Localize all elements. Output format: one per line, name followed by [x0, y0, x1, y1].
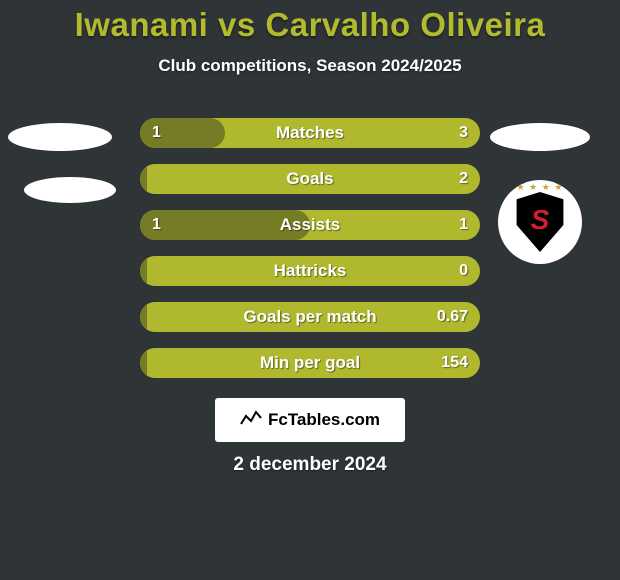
stat-bar: Hattricks0 [140, 256, 480, 286]
stat-value-right: 154 [441, 348, 468, 378]
stat-value-right: 0 [459, 256, 468, 286]
stat-value-right: 1 [459, 210, 468, 240]
team-ellipse [24, 177, 116, 203]
stat-value-right: 2 [459, 164, 468, 194]
stat-label: Matches [140, 118, 480, 148]
stat-label: Min per goal [140, 348, 480, 378]
stat-value-right: 3 [459, 118, 468, 148]
stat-value-right: 0.67 [437, 302, 468, 332]
stat-bar: Min per goal154 [140, 348, 480, 378]
source-badge: FcTables.com [215, 398, 405, 442]
stat-bar: Matches1 3 [140, 118, 480, 148]
team-ellipse [490, 123, 590, 151]
club-badge: ★ ★ ★ ★ ★ S [498, 180, 582, 264]
stat-label: Hattricks [140, 256, 480, 286]
date-text: 2 december 2024 [0, 454, 620, 476]
stat-row: Goals per match0.67 [0, 294, 620, 340]
subtitle: Club competitions, Season 2024/2025 [0, 56, 620, 76]
stat-label: Assists [140, 210, 480, 240]
stat-label: Goals [140, 164, 480, 194]
comparison-infographic: Iwanami vs Carvalho Oliveira Club compet… [0, 0, 620, 580]
team-ellipse [8, 123, 112, 151]
stat-row: Min per goal154 [0, 340, 620, 386]
stat-bar: Assists1 1 [140, 210, 480, 240]
stat-bar: Goals2 [140, 164, 480, 194]
shield-icon: S [514, 192, 566, 252]
shield-letter: S [531, 206, 550, 234]
stat-bar: Goals per match0.67 [140, 302, 480, 332]
chart-icon [240, 410, 262, 431]
stat-label: Goals per match [140, 302, 480, 332]
source-text: FcTables.com [268, 410, 380, 430]
stat-value-left: 1 [152, 118, 161, 148]
page-title: Iwanami vs Carvalho Oliveira [0, 0, 620, 44]
stat-value-left: 1 [152, 210, 161, 240]
